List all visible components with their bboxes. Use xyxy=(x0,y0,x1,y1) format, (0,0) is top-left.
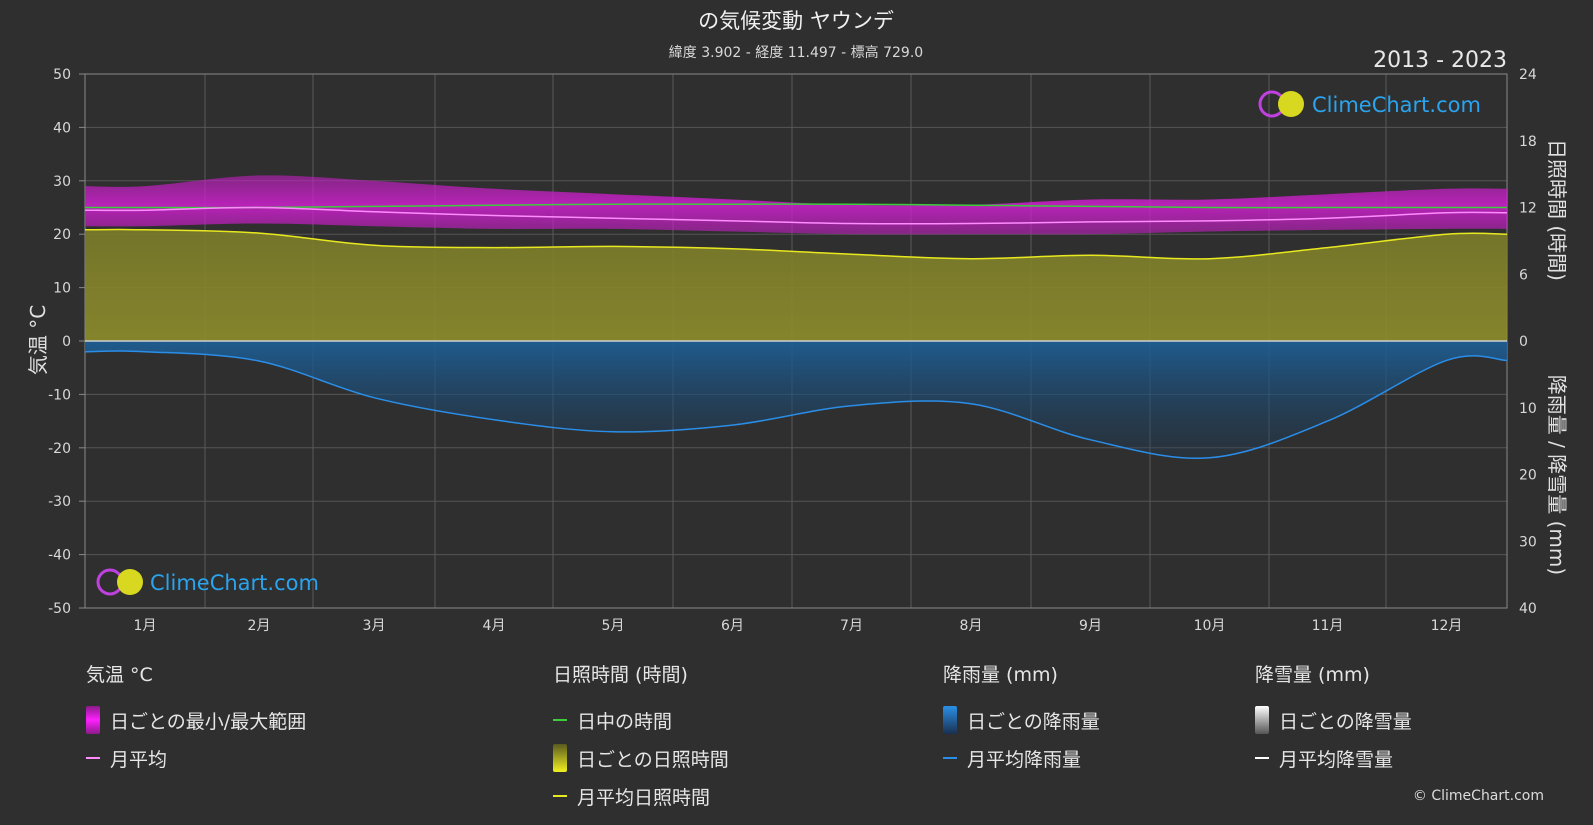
rain-daily-swatch xyxy=(943,706,957,734)
left-axis-label: 気温 °C xyxy=(26,305,50,375)
daylight-line xyxy=(85,203,1507,209)
temperature-range-band xyxy=(85,175,1507,235)
legend-item-label: 月平均日照時間 xyxy=(577,786,711,809)
temperature-range-swatch xyxy=(86,706,100,734)
copyright: © ClimeChart.com xyxy=(1412,788,1544,804)
right-top-tick-label: 6 xyxy=(1519,267,1528,283)
right-bottom-tick-label: 10 xyxy=(1519,401,1537,417)
right-bottom-tick-label: 20 xyxy=(1519,468,1537,484)
snow-daily-swatch xyxy=(1255,706,1269,734)
snow-average-swatch xyxy=(1255,757,1269,759)
x-tick-label: 9月 xyxy=(1079,618,1102,634)
legend-rain-header: 降雨量 (mm) xyxy=(943,664,1058,686)
right-bottom-axis-label: 降雨量 / 降雪量 (mm) xyxy=(1545,375,1569,575)
legend-snow: 降雪量 (mm) 日ごとの降雪量 月平均降雪量 xyxy=(1255,660,1412,777)
right-top-axis-label: 日照時間 (時間) xyxy=(1545,139,1569,281)
period-label: 2013 - 2023 xyxy=(1373,48,1507,73)
right-top-tick-label: 24 xyxy=(1519,67,1537,83)
legend-temperature-header: 気温 °C xyxy=(86,664,153,686)
temperature-average-swatch xyxy=(86,757,100,759)
legend-item: 日ごとの日照時間 xyxy=(553,739,729,777)
left-tick-label: -10 xyxy=(48,387,71,403)
legend-item-label: 日ごとの降雪量 xyxy=(1279,710,1412,733)
left-tick-label: -20 xyxy=(48,441,71,457)
x-tick-label: 6月 xyxy=(721,618,744,634)
legend-item: 月平均降雪量 xyxy=(1255,739,1412,777)
x-tick-label: 12月 xyxy=(1431,618,1463,634)
left-tick-label: 50 xyxy=(53,67,71,83)
x-tick-label: 4月 xyxy=(483,618,506,634)
legend-sunshine-header: 日照時間 (時間) xyxy=(553,664,688,686)
legend-item: 月平均 xyxy=(86,739,306,777)
left-tick-label: -40 xyxy=(48,548,71,564)
logo-sun-icon xyxy=(117,569,143,595)
legend-item: 月平均日照時間 xyxy=(553,777,729,815)
right-bottom-tick-label: 30 xyxy=(1519,534,1537,550)
chart-subtitle: 緯度 3.902 - 経度 11.497 - 標高 729.0 xyxy=(669,44,923,61)
daylight-swatch xyxy=(553,719,567,721)
legend-sunshine: 日照時間 (時間) 日中の時間 日ごとの日照時間 月平均日照時間 xyxy=(553,660,729,815)
left-tick-label: 20 xyxy=(53,227,71,243)
sunshine-daily-swatch xyxy=(553,744,567,772)
x-tick-label: 2月 xyxy=(248,618,271,634)
legend-item-label: 月平均 xyxy=(110,748,168,771)
rain-average-swatch xyxy=(943,757,957,759)
legend-item: 日中の時間 xyxy=(553,701,729,739)
x-axis-ticks: 1月 2月 3月 4月 5月 6月 7月 8月 9月 10月 11月 12月 xyxy=(134,618,1463,634)
rain-average-line xyxy=(84,350,1508,460)
left-tick-label: 40 xyxy=(53,120,71,136)
legend-item-label: 日ごとの日照時間 xyxy=(577,748,729,771)
left-tick-label: -50 xyxy=(48,601,71,617)
legend-item-label: 月平均降雪量 xyxy=(1279,748,1394,771)
logo-bottom: ClimeChart.com xyxy=(96,568,319,596)
sunshine-average-line xyxy=(84,228,1508,260)
rain-area xyxy=(85,341,1507,459)
sunshine-average-swatch xyxy=(553,795,567,797)
left-axis-ticks: 50 40 30 20 10 0 -10 -20 -30 -40 -50 xyxy=(48,67,85,617)
right-axis-ticks: 24 18 12 6 0 10 20 30 40 xyxy=(1519,67,1537,617)
legend-item-label: 月平均降雨量 xyxy=(967,748,1082,771)
x-tick-label: 1月 xyxy=(134,618,157,634)
legend-snow-header: 降雪量 (mm) xyxy=(1255,664,1370,686)
right-bottom-tick-label: 40 xyxy=(1519,601,1537,617)
left-tick-label: 10 xyxy=(53,281,71,297)
logo-sun-icon xyxy=(1278,91,1304,117)
sunshine-area xyxy=(85,229,1507,341)
left-tick-label: 0 xyxy=(62,334,71,350)
x-tick-label: 7月 xyxy=(840,618,863,634)
legend-item: 日ごとの最小/最大範囲 xyxy=(86,701,306,739)
legend-item: 日ごとの降雪量 xyxy=(1255,701,1412,739)
legend-rain: 降雨量 (mm) 日ごとの降雨量 月平均降雨量 xyxy=(943,660,1100,777)
left-tick-label: 30 xyxy=(53,174,71,190)
right-top-tick-label: 0 xyxy=(1519,334,1528,350)
temperature-average-line xyxy=(84,206,1508,225)
x-tick-label: 3月 xyxy=(363,618,386,634)
right-top-tick-label: 12 xyxy=(1519,201,1537,217)
x-tick-label: 10月 xyxy=(1194,618,1226,634)
x-tick-label: 5月 xyxy=(602,618,625,634)
legend-item-label: 日ごとの最小/最大範囲 xyxy=(110,710,307,733)
legend-temperature: 気温 °C 日ごとの最小/最大範囲 月平均 xyxy=(86,660,306,777)
legend-item-label: 日中の時間 xyxy=(577,710,673,733)
legend-item-label: 日ごとの降雨量 xyxy=(967,710,1100,733)
logo-top-text: ClimeChart.com xyxy=(1312,93,1481,117)
x-tick-label: 11月 xyxy=(1312,618,1344,634)
chart-title: の気候変動 ヤウンデ xyxy=(698,9,894,33)
legend-item: 月平均降雨量 xyxy=(943,739,1100,777)
left-tick-label: -30 xyxy=(48,494,71,510)
legend-item: 日ごとの降雨量 xyxy=(943,701,1100,739)
x-tick-label: 8月 xyxy=(960,618,983,634)
logo-top: ClimeChart.com xyxy=(1258,90,1481,118)
right-top-tick-label: 18 xyxy=(1519,134,1537,150)
logo-bottom-text: ClimeChart.com xyxy=(150,571,319,595)
